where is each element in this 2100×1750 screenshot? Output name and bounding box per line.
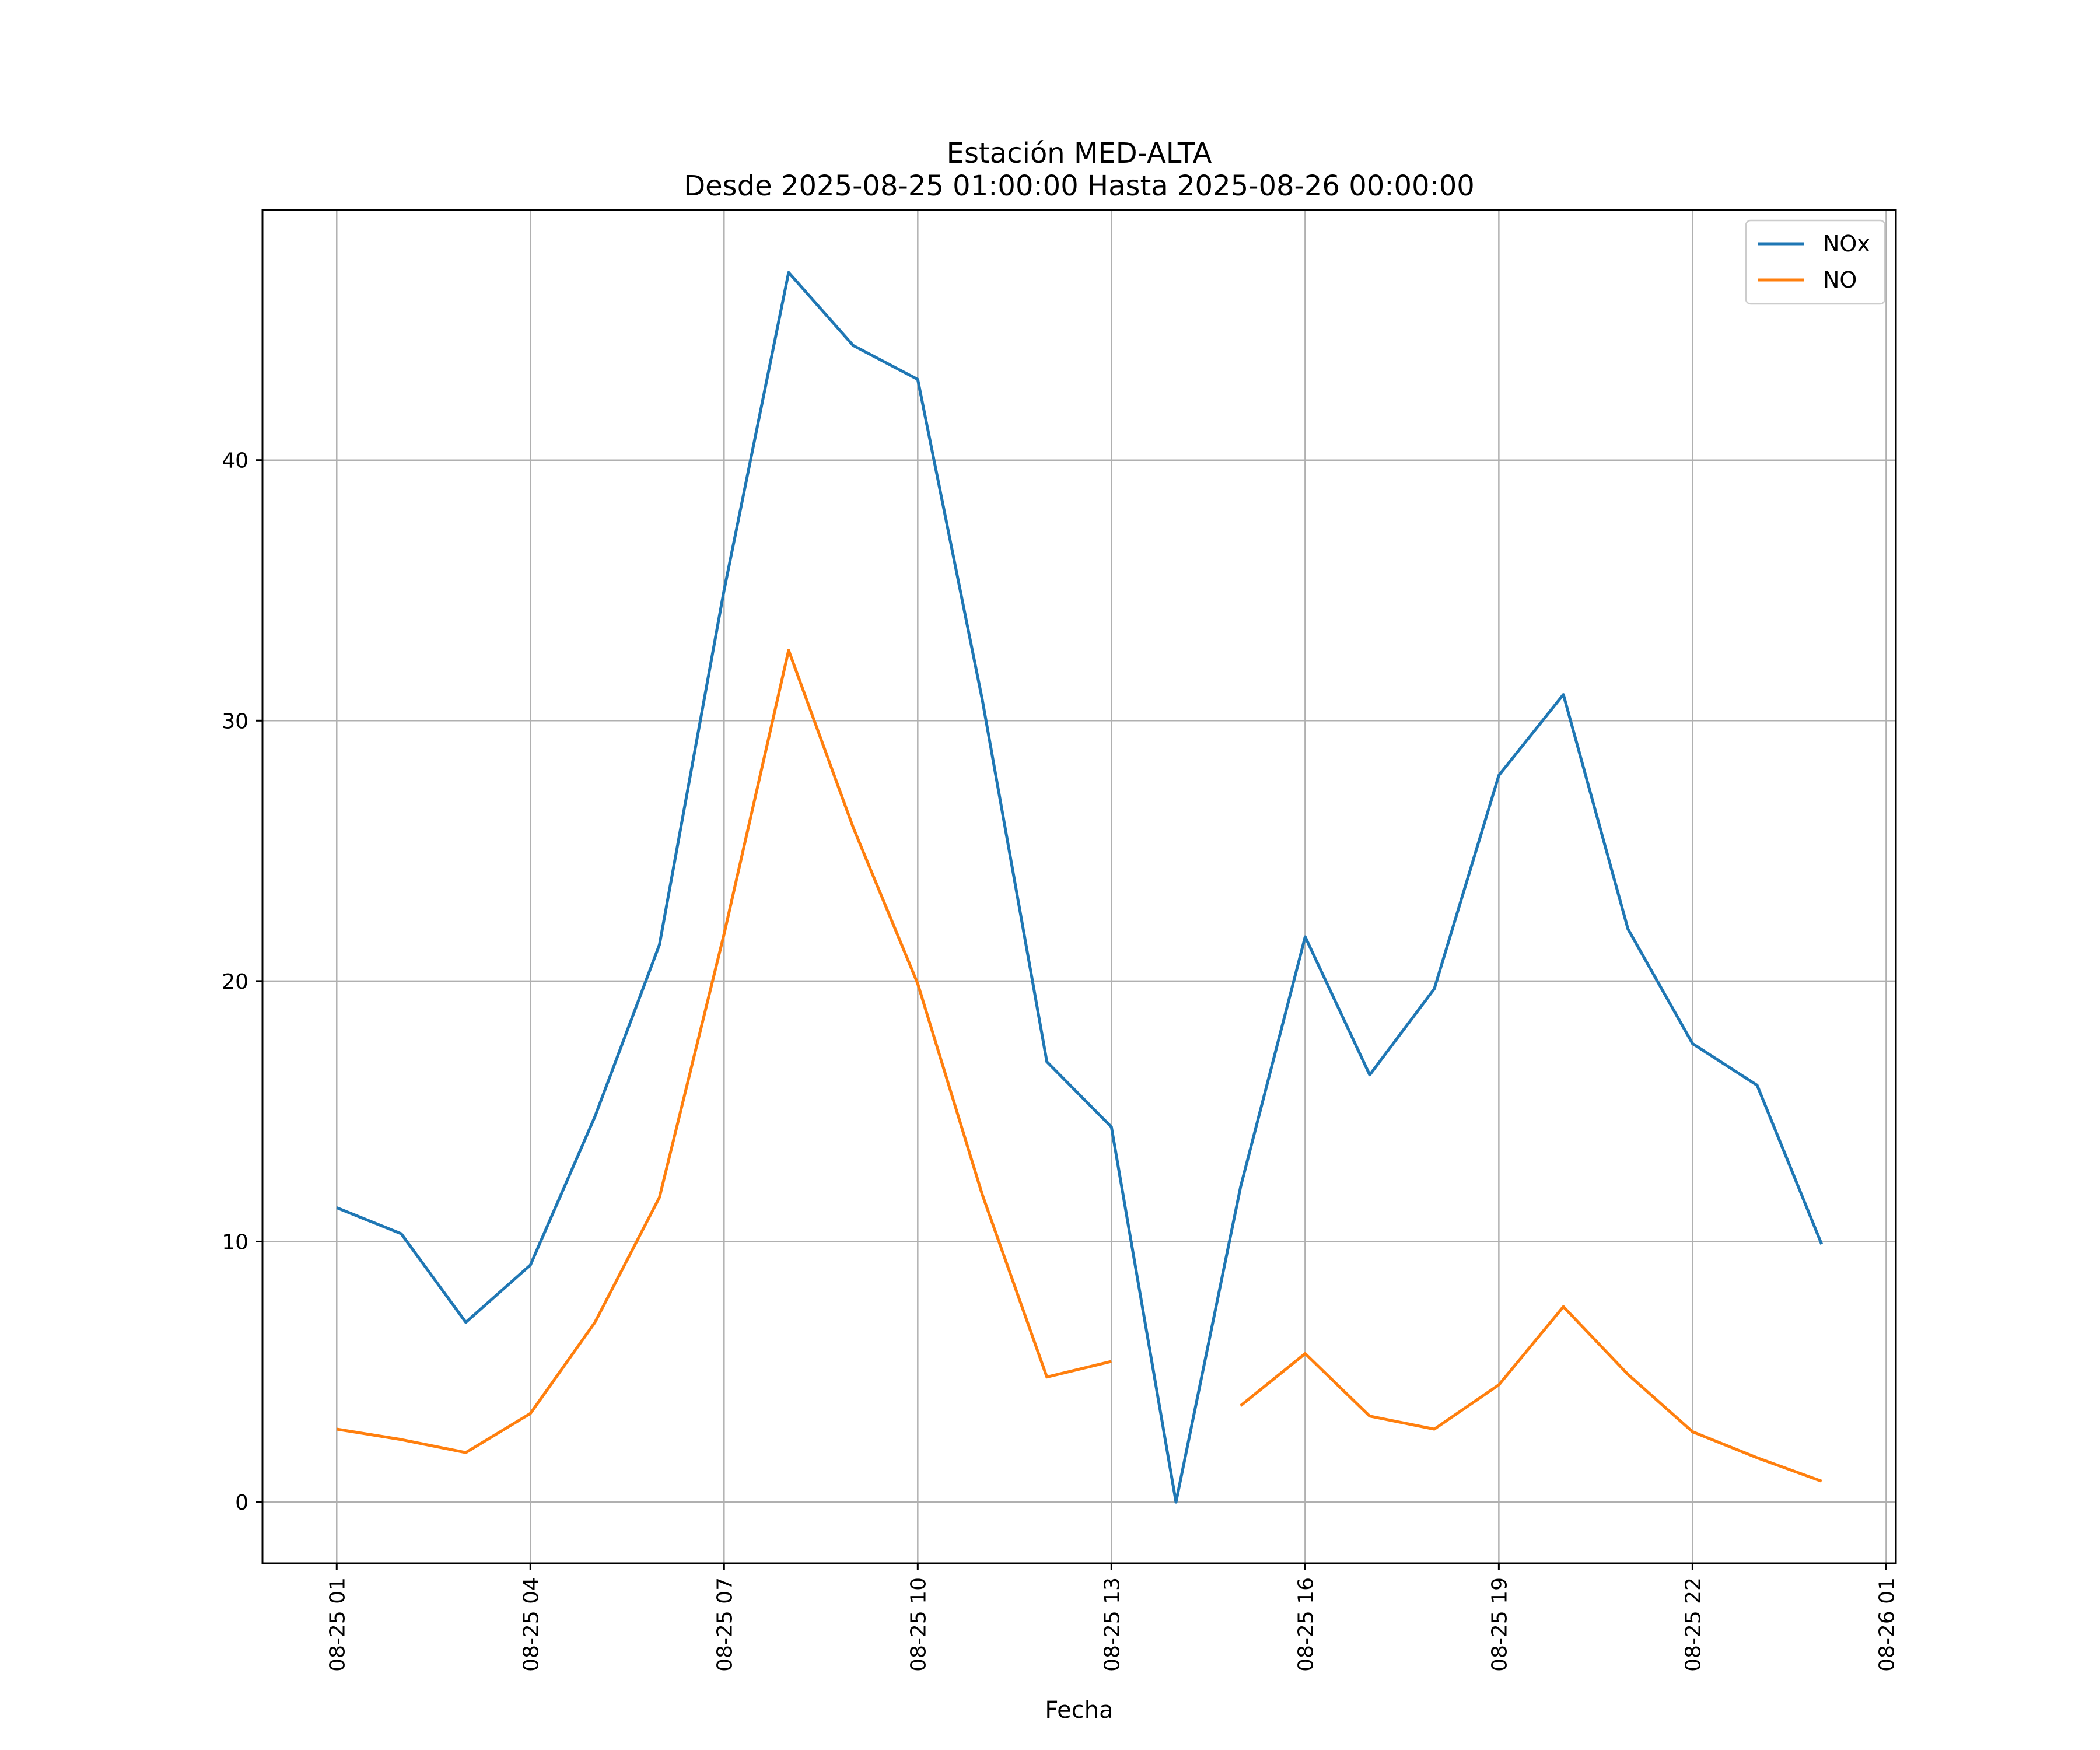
chart-title: Estación MED-ALTA — [947, 137, 1212, 170]
legend: NOx NO — [1745, 219, 1886, 305]
x-tick-label: 08-25 04 — [519, 1577, 543, 1672]
grid — [262, 210, 1896, 1563]
y-tick-label: 20 — [222, 970, 249, 994]
x-tick-label: 08-25 10 — [907, 1577, 930, 1672]
y-axis: 0 10 20 30 40 — [222, 449, 262, 1515]
x-tick-label: 08-25 16 — [1294, 1577, 1318, 1672]
y-tick-label: 0 — [235, 1491, 249, 1515]
legend-box — [1745, 219, 1886, 305]
y-tick-label: 40 — [222, 449, 249, 473]
y-tick-label: 30 — [222, 709, 249, 733]
legend-label-nox: NOx — [1823, 231, 1870, 257]
series-line-no — [336, 649, 1822, 1483]
x-tick-label: 08-25 13 — [1100, 1577, 1124, 1672]
x-tick-label: 08-25 22 — [1681, 1577, 1705, 1672]
x-tick-label: 08-25 01 — [326, 1577, 349, 1672]
series-line-nox — [336, 271, 1824, 1504]
x-tick-label: 08-25 07 — [713, 1577, 737, 1672]
x-tick-label: 08-26 01 — [1875, 1577, 1899, 1672]
y-tick-label: 10 — [222, 1230, 249, 1254]
chart-subtitle: Desde 2025-08-25 01:00:00 Hasta 2025-08-… — [684, 170, 1475, 202]
x-tick-label: 08-25 19 — [1488, 1577, 1511, 1672]
legend-label-no: NO — [1823, 267, 1857, 293]
x-axis-label: Fecha — [1045, 1697, 1113, 1724]
x-axis: 08-25 01 08-25 04 08-25 07 08-25 10 08-25 13… — [326, 1563, 1899, 1672]
series-layer — [336, 271, 1824, 1504]
plot-frame — [261, 209, 1897, 1564]
